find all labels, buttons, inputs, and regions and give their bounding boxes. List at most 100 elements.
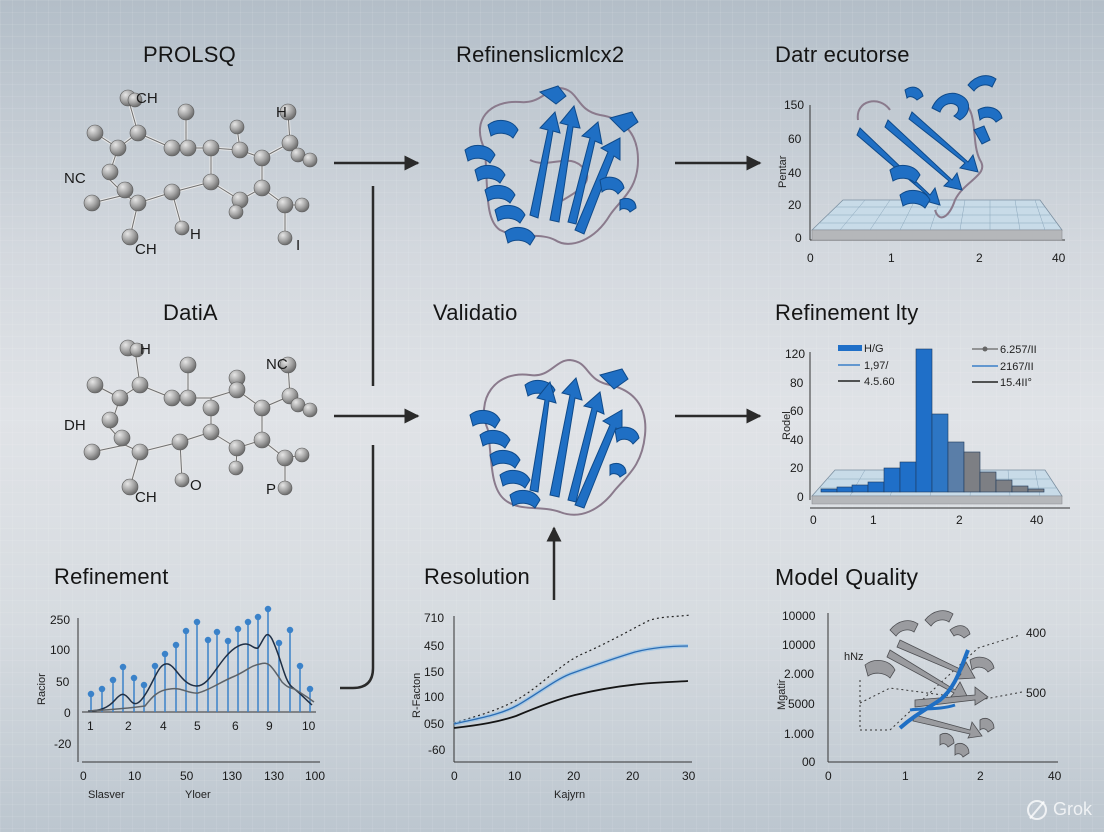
svg-text:1: 1 bbox=[902, 769, 909, 783]
atom-label: H bbox=[190, 226, 201, 243]
svg-text:0: 0 bbox=[825, 769, 832, 783]
svg-text:710: 710 bbox=[424, 611, 444, 625]
atom-label: P bbox=[266, 481, 276, 498]
x-ticks: 0 1 2 40 bbox=[825, 769, 1062, 783]
svg-text:20: 20 bbox=[790, 461, 804, 475]
panel-title: Model Quality bbox=[775, 564, 919, 590]
svg-text:100: 100 bbox=[305, 769, 325, 783]
x-ticks: 0 1 2 40 bbox=[807, 251, 1066, 265]
panel-title: Resolution bbox=[424, 564, 530, 589]
svg-text:2167/II: 2167/II bbox=[1000, 361, 1034, 373]
svg-text:-60: -60 bbox=[428, 743, 446, 757]
svg-text:0: 0 bbox=[80, 769, 87, 783]
connector-vertical-bottom bbox=[340, 445, 375, 690]
x-axis-label-right: Yloer bbox=[185, 789, 211, 801]
svg-text:1: 1 bbox=[87, 719, 94, 733]
svg-text:1,97/: 1,97/ bbox=[864, 360, 889, 372]
svg-text:10: 10 bbox=[508, 769, 522, 783]
y-axis-label: Mgatir bbox=[776, 679, 788, 710]
svg-text:6: 6 bbox=[232, 719, 239, 733]
panel-refinement-bottom: Refinement 250 100 50 0 -20 Racior 1 2 4… bbox=[0, 550, 370, 832]
svg-text:20: 20 bbox=[626, 769, 640, 783]
svg-text:40: 40 bbox=[1048, 769, 1062, 783]
svg-text:6.257/II: 6.257/II bbox=[1000, 344, 1037, 356]
y-axis-label: Racior bbox=[36, 673, 48, 705]
panel-data-a: DatiA H NC DH CH O P bbox=[0, 290, 340, 540]
panel-prolsq: PROLSQ bbox=[0, 0, 340, 280]
panel-data-structure: Datr ecutorse 150 60 40 20 0 Pentar 0 1 … bbox=[740, 0, 1104, 280]
svg-text:120: 120 bbox=[785, 347, 805, 361]
svg-text:10000: 10000 bbox=[782, 638, 816, 652]
svg-text:250: 250 bbox=[50, 613, 70, 627]
atom-label: H bbox=[140, 341, 151, 358]
panel-title: PROLSQ bbox=[143, 42, 236, 67]
svg-text:450: 450 bbox=[424, 639, 444, 653]
svg-text:60: 60 bbox=[788, 132, 802, 146]
svg-text:1: 1 bbox=[888, 251, 895, 265]
atom-label: I bbox=[296, 237, 300, 254]
watermark: Grok bbox=[1026, 799, 1092, 820]
svg-text:50: 50 bbox=[180, 769, 194, 783]
panel-title: Refinenslicmlcx2 bbox=[456, 42, 625, 67]
panel-refinement-top: Refinenslicmlcx2 bbox=[370, 0, 700, 280]
atom-label: O bbox=[190, 477, 202, 494]
panel-refinement-quality: Refinement lty 120 80 60 40 20 0 Rodel 0… bbox=[740, 290, 1104, 540]
chart-model-quality: 10000 10000 2.000 5000 1.000 00 Mgatir 0… bbox=[776, 609, 1062, 783]
dotted-series bbox=[453, 614, 691, 724]
atom-label: NC bbox=[64, 170, 86, 187]
svg-text:2: 2 bbox=[956, 513, 963, 527]
y-ticks: 250 100 50 0 -20 bbox=[50, 613, 72, 751]
svg-text:-20: -20 bbox=[54, 737, 72, 751]
panel-title: DatiA bbox=[163, 300, 218, 325]
y-axis-label: Pentar bbox=[777, 155, 789, 188]
svg-text:40: 40 bbox=[790, 433, 804, 447]
line-label-400: 400 bbox=[1026, 626, 1046, 640]
svg-text:20: 20 bbox=[788, 198, 802, 212]
svg-text:60: 60 bbox=[790, 404, 804, 418]
svg-text:10000: 10000 bbox=[782, 609, 816, 623]
svg-text:4.5.60: 4.5.60 bbox=[864, 376, 895, 388]
y-ticks: 710 450 150 100 050 -60 bbox=[424, 611, 446, 757]
line-label-500: 500 bbox=[1026, 686, 1046, 700]
black-series bbox=[453, 680, 689, 729]
svg-text:80: 80 bbox=[790, 376, 804, 390]
svg-text:5: 5 bbox=[194, 719, 201, 733]
y-ticks: 150 60 40 20 0 bbox=[784, 98, 804, 245]
svg-text:130: 130 bbox=[222, 769, 242, 783]
x-axis-label: Kajyrn bbox=[554, 789, 585, 801]
x-ticks: 0 10 50 130 130 100 bbox=[80, 769, 325, 783]
molecule-ball-and-stick-icon: CH H NC H CH I bbox=[64, 89, 318, 258]
annotation-label: hNz bbox=[844, 651, 864, 663]
svg-text:40: 40 bbox=[1030, 513, 1044, 527]
svg-text:050: 050 bbox=[424, 717, 444, 731]
svg-text:0: 0 bbox=[807, 251, 814, 265]
panel-title: Refinement lty bbox=[775, 300, 919, 325]
chart-refinement: 250 100 50 0 -20 Racior 1 2 4 5 6 9 10 0… bbox=[36, 605, 325, 801]
x-axis-label-left: Slasver bbox=[88, 789, 125, 801]
panel-title: Refinement bbox=[54, 564, 169, 589]
svg-text:40: 40 bbox=[1052, 251, 1066, 265]
dark-curve bbox=[87, 633, 313, 712]
svg-text:2: 2 bbox=[125, 719, 132, 733]
atom-label: DH bbox=[64, 417, 86, 434]
x-ticks: 0 10 20 20 30 bbox=[451, 769, 696, 783]
panel-validation: Validatio bbox=[370, 290, 700, 540]
svg-text:40: 40 bbox=[788, 166, 802, 180]
panel-title: Validatio bbox=[433, 300, 518, 325]
svg-text:2: 2 bbox=[977, 769, 984, 783]
inner-x-ticks: 1 2 4 5 6 9 10 bbox=[87, 719, 316, 733]
svg-text:20: 20 bbox=[567, 769, 581, 783]
atom-label: NC bbox=[266, 356, 288, 373]
svg-text:10: 10 bbox=[128, 769, 142, 783]
panel-resolution: Resolution 710 450 150 100 050 -60 R-Fac… bbox=[380, 550, 720, 832]
y-axis-label: Rodel bbox=[781, 411, 793, 440]
svg-text:5000: 5000 bbox=[788, 697, 815, 711]
svg-text:50: 50 bbox=[56, 675, 70, 689]
atom-label: H bbox=[276, 104, 287, 121]
svg-text:00: 00 bbox=[802, 755, 816, 769]
svg-text:1.000: 1.000 bbox=[784, 727, 814, 741]
svg-text:15.4II°: 15.4II° bbox=[1000, 377, 1032, 389]
protein-ribbon-icon bbox=[464, 85, 640, 246]
gray-curve bbox=[87, 662, 315, 712]
atom-label: CH bbox=[135, 241, 157, 258]
